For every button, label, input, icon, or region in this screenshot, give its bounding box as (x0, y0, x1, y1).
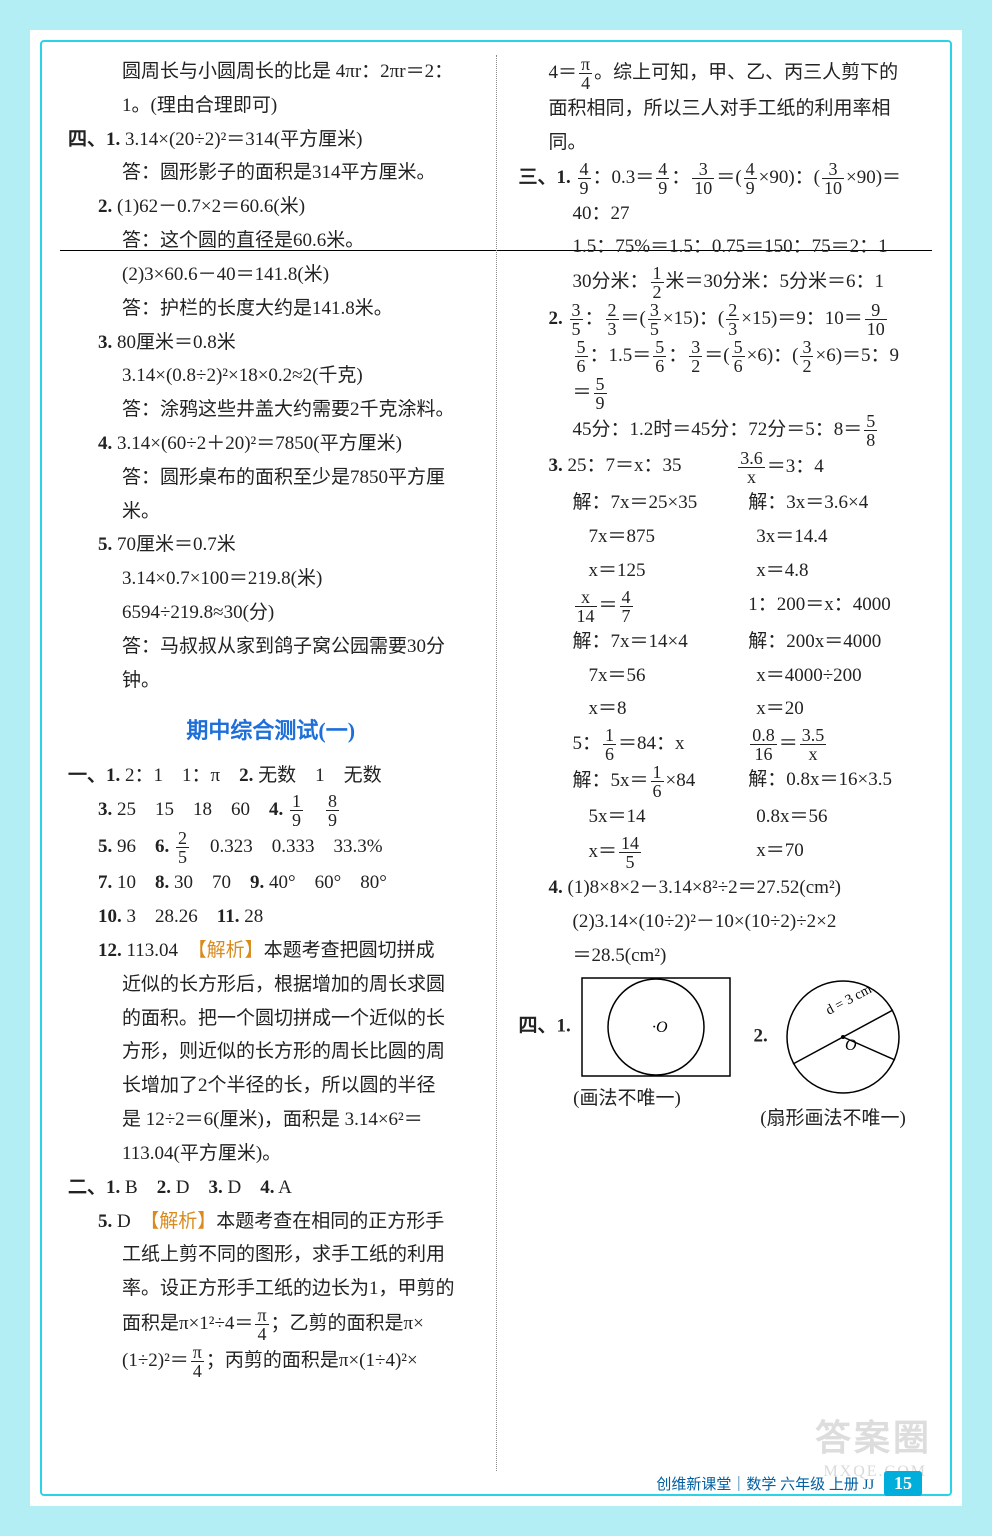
figure-2: O d = 3 cm (773, 972, 913, 1102)
watermark: 答案圈 (815, 1409, 932, 1461)
text: 3.14×(0.8÷2)²×18×0.2≈2(千克) (68, 359, 474, 393)
page-content: 圆周长与小圆周长的比是 4πr：2πr＝2： 1。(理由合理即可) 四、1. 3… (68, 55, 924, 1471)
text: 5. D 【解析】本题考查在相同的正方形手 (68, 1205, 474, 1239)
left-column: 圆周长与小圆周长的比是 4πr：2πr＝2： 1。(理由合理即可) 四、1. 3… (68, 55, 474, 1471)
text: ＝28.5(cm²) (519, 939, 925, 973)
section-4: 四、1. 3.14×(20÷2)²＝314(平方厘米) (68, 123, 474, 157)
text: 113.04(平方厘米)。 (68, 1137, 474, 1171)
text: 二、1. B 2. D 3. D 4. A (68, 1171, 474, 1205)
text: 3. 25：7＝x：35 3.6x＝3：4 (519, 449, 925, 486)
svg-text:·O: ·O (652, 1019, 668, 1036)
page-number: 15 (884, 1471, 922, 1496)
text: 3. 25 15 18 60 4. 19 89 (68, 792, 474, 829)
text: 答：圆形桌布的面积至少是7850平方厘米。 (68, 461, 474, 529)
text: 2. (1)62－0.7×2＝60.6(米) (68, 190, 474, 224)
text: (2)3.14×(10÷2)²－10×(10÷2)÷2×2 (519, 905, 925, 939)
text: 面积相同，所以三人对手工纸的利用率相 (519, 92, 925, 126)
text: 3. 80厘米＝0.8米 (68, 326, 474, 360)
right-column: 4＝π4。综上可知，甲、乙、丙三人剪下的 面积相同，所以三人对手工纸的利用率相 … (519, 55, 925, 1471)
text: 30分米：12米＝30分米：5分米＝6：1 (519, 264, 925, 301)
text: 一、1. 2：1 1：π 2. 无数 1 无数 (68, 759, 474, 793)
text: 答：涂鸦这些井盖大约需要2千克涂料。 (68, 393, 474, 427)
text: 5. 70厘米＝0.7米 (68, 528, 474, 562)
text: 三、1. 49：0.3＝49：310＝(49×90)：(310×90)＝ (519, 160, 925, 197)
text: 答：圆形影子的面积是314平方厘米。 (68, 156, 474, 190)
text: 圆周长与小圆周长的比是 4πr：2πr＝2： (68, 55, 474, 89)
text: 面积是π×1²÷4＝π4；乙剪的面积是π× (68, 1306, 474, 1343)
text: 5. 96 6. 25 0.323 0.333 33.3% (68, 829, 474, 866)
text: 答：马叔叔从家到鸽子窝公园需要30分钟。 (68, 630, 474, 698)
figure-1: ·O (576, 972, 736, 1082)
text: 45分：1.2时＝45分：72分＝5：8＝58 (519, 412, 925, 449)
text: 答：护栏的长度大约是141.8米。 (68, 292, 474, 326)
text: 4. 3.14×(60÷2＋20)²＝7850(平方厘米) (68, 427, 474, 461)
column-divider (496, 55, 497, 1471)
text: 长增加了2个半径的长，所以圆的半径 (68, 1069, 474, 1103)
text: 的面积。把一个圆切拼成一个近似的长 (68, 1002, 474, 1036)
text: 1.5：75%＝1.5：0.75＝150：75＝2：1 (519, 230, 925, 264)
text: 6594÷219.8≈30(分) (68, 596, 474, 630)
text: 答：这个圆的直径是60.6米。 (68, 224, 474, 258)
text: 方形，则近似的长方形的周长比圆的周 (68, 1035, 474, 1069)
figure-row: 四、1. ·O (画法不唯一) 2. O d = 3 cm (519, 972, 925, 1136)
text: 3.14×0.7×100＝219.8(米) (68, 562, 474, 596)
text: 近似的长方形后，根据增加的周长求圆 (68, 968, 474, 1002)
page-footer: 创维新课堂｜数学 六年级 上册 JJ 15 (656, 1471, 922, 1496)
text: ＝59 (519, 375, 925, 412)
section-heading: 期中综合测试(一) (68, 711, 474, 750)
text: 2. 35：23＝(35×15)：(23×15)＝9：10＝910 (519, 301, 925, 338)
svg-text:d = 3 cm: d = 3 cm (823, 982, 874, 1019)
text: 56：1.5＝56：32＝(56×6)：(32×6)＝5：9 (519, 338, 925, 375)
text: (1÷2)²＝π4；丙剪的面积是π×(1÷4)²× (68, 1343, 474, 1380)
text: 12. 113.04 【解析】本题考查把圆切拼成 (68, 934, 474, 968)
text: 工纸上剪不同的图形，求手工纸的利用 (68, 1238, 474, 1272)
text: 是 12÷2＝6(厘米)，面积是 3.14×6²＝ (68, 1103, 474, 1137)
text: 4＝π4。综上可知，甲、乙、丙三人剪下的 (519, 55, 925, 92)
text: 率。设正方形手工纸的边长为1，甲剪的 (68, 1272, 474, 1306)
text: 同。 (519, 126, 925, 160)
text: 7. 10 8. 30 70 9. 40° 60° 80° (68, 866, 474, 900)
text: 40：27 (519, 197, 925, 231)
text: 4. (1)8×8×2－3.14×8²÷2＝27.52(cm²) (519, 871, 925, 905)
text: 10. 3 28.26 11. 28 (68, 900, 474, 934)
svg-text:O: O (845, 1037, 857, 1054)
text: (2)3×60.6－40＝141.8(米) (68, 258, 474, 292)
text: 1。(理由合理即可) (68, 89, 474, 123)
